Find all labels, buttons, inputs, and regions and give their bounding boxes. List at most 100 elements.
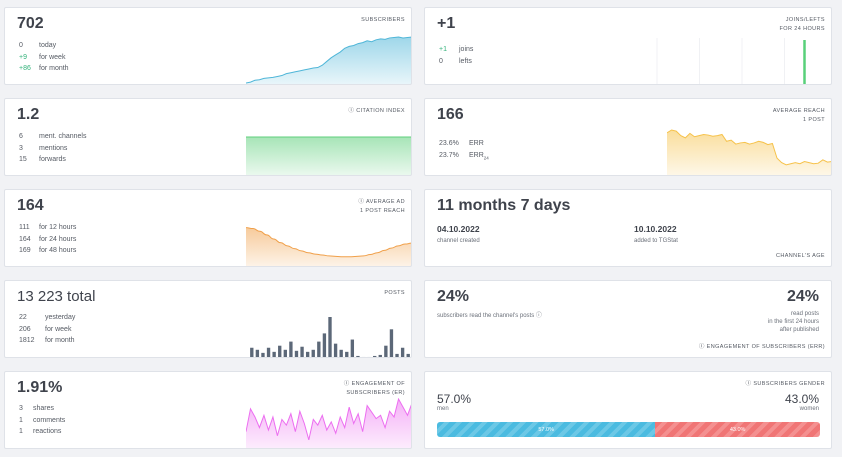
subscribers-chart[interactable]	[246, 36, 412, 85]
posts-bar[interactable]	[373, 355, 377, 358]
err-footer: ⓘ ENGAGEMENT OF SUBSCRIBERS (ERR)	[698, 344, 825, 350]
added-date: 10.10.2022	[634, 224, 677, 234]
posts-bar[interactable]	[395, 353, 399, 358]
info-icon[interactable]: ⓘ	[358, 199, 365, 205]
gender-tag: ⓘ SUBSCRIBERS GENDER	[745, 381, 825, 387]
posts-bar[interactable]	[378, 354, 382, 358]
posts-chart[interactable]	[249, 311, 411, 358]
average-reach-value: 166	[437, 106, 464, 123]
stat-err24: 23.7% ERR24	[439, 151, 489, 160]
stat-month: 1812 for month	[19, 337, 75, 345]
posts-bar[interactable]	[272, 351, 276, 358]
posts-bar[interactable]	[250, 347, 254, 358]
stat-month: +86 for month	[19, 65, 69, 73]
women-value: 43.0%	[784, 392, 819, 406]
er-tag: ⓘ ENGAGEMENT OF SUBSCRIBERS (ER)	[343, 381, 405, 396]
chart-line	[246, 227, 411, 258]
subscribers-count: 702	[17, 15, 44, 32]
posts-bar[interactable]	[350, 339, 355, 358]
added-block: 10.10.2022 added to TGStat	[634, 224, 678, 244]
men-label: men	[437, 406, 449, 412]
posts-bar[interactable]	[328, 317, 332, 358]
subscribers-card[interactable]: 702 SUBSCRIBERS 0 today +9 for week +86 for…	[4, 7, 412, 85]
subscribers-stats: 0 today +9 for week +86 for month	[19, 40, 69, 75]
posts-bar[interactable]	[361, 356, 366, 358]
stat-24h: 164 for 24 hours	[19, 235, 77, 243]
stat-12h: 111 for 12 hours	[19, 224, 77, 231]
er-card[interactable]: 1.91% ⓘ ENGAGEMENT OF SUBSCRIBERS (ER) 3s…	[4, 371, 412, 449]
info-icon[interactable]: ⓘ	[535, 313, 542, 319]
joins-chart[interactable]	[647, 38, 827, 85]
posts-card[interactable]: 13 223 total POSTS 22 yesterday 206 for we…	[4, 280, 412, 358]
info-icon[interactable]: ⓘ	[698, 344, 705, 350]
created-block: 04.10.2022 channel created	[437, 224, 480, 244]
info-icon[interactable]: ⓘ	[348, 108, 355, 114]
reach-card[interactable]: 166 AVERAGE REACH 1 POST 23.6% ERR 23.7% ER…	[424, 98, 832, 176]
citation-index-value: 1.2	[17, 106, 40, 123]
chart-area	[246, 227, 411, 266]
stat-lefts: 0 lefts	[439, 57, 472, 65]
joins-bar[interactable]	[803, 40, 806, 85]
posts-bar[interactable]	[300, 346, 304, 358]
ad-reach-value: 164	[17, 197, 44, 214]
ad-reach-card[interactable]: 164 ⓘ AVERAGE AD 1 POST REACH 111 for 12 h…	[4, 189, 412, 267]
posts-bar[interactable]	[389, 329, 394, 358]
women-bar[interactable]: 43.0%	[655, 422, 820, 437]
chart-line	[246, 398, 411, 440]
men-value: 57.0%	[437, 392, 472, 406]
joins-tag: JOINS/LEFTS FOR 24 HOURS	[779, 17, 825, 32]
posts-bar[interactable]	[261, 352, 265, 358]
citation-chart[interactable]	[246, 135, 412, 176]
posts-bar[interactable]	[322, 333, 327, 358]
ad-reach-chart[interactable]	[246, 222, 412, 267]
err-right-label: read posts in the first 24 hours after pub…	[767, 311, 819, 333]
men-bar[interactable]: 57.0%	[437, 422, 656, 437]
created-date: 04.10.2022	[437, 224, 480, 234]
posts-bar[interactable]	[345, 351, 349, 358]
err-stats: 23.6% ERR 23.7% ERR24	[439, 138, 489, 164]
citation-card[interactable]: 1.2 ⓘ CITATION INDEX 6 ment. channels 3 me…	[4, 98, 412, 176]
posts-bar[interactable]	[356, 355, 360, 358]
joins-card[interactable]: +1 JOINS/LEFTS FOR 24 HOURS +1 joins 0 left…	[424, 7, 832, 85]
err-card[interactable]: 24% subscribers read the channel's posts…	[424, 280, 832, 358]
info-icon[interactable]: ⓘ	[343, 381, 350, 387]
citation-tag: ⓘ CITATION INDEX	[348, 108, 405, 114]
channel-age-card[interactable]: 11 months 7 days 04.10.2022 channel crea…	[424, 189, 832, 267]
err-right-value: 24%	[786, 288, 819, 305]
stat-comments: 1 comments	[19, 416, 66, 424]
stat-forwards: 15 forwards	[19, 156, 66, 164]
posts-bar[interactable]	[305, 351, 310, 358]
gender-bar[interactable]: 57.0% 43.0%	[437, 422, 820, 437]
posts-stats: 22 yesterday 206 for week 1812 for month	[19, 312, 75, 347]
stat-yesterday: 22 yesterday	[19, 314, 76, 321]
created-label: channel created	[437, 238, 480, 244]
channel-age-footer: CHANNEL'S AGE	[775, 253, 825, 259]
posts-bar[interactable]	[255, 349, 260, 358]
err-left-label: subscribers read the channel's posts ⓘ	[437, 313, 542, 319]
posts-bar[interactable]	[289, 341, 293, 358]
stat-reactions: 1 reactions	[19, 428, 62, 436]
posts-bar[interactable]	[266, 347, 271, 358]
info-icon[interactable]: ⓘ	[745, 381, 752, 387]
posts-bar[interactable]	[294, 350, 299, 358]
posts-bar[interactable]	[367, 356, 371, 358]
chart-area	[667, 130, 831, 175]
posts-bar[interactable]	[339, 349, 343, 358]
er-stats: 3 shares 1 comments 1 reactions	[19, 403, 65, 438]
posts-bar[interactable]	[317, 341, 321, 358]
stat-joins: +1 joins	[439, 46, 474, 53]
posts-bar[interactable]	[333, 343, 338, 358]
stat-48h: 169 for 48 hours	[19, 247, 77, 255]
stat-week: +9 for week	[19, 53, 66, 61]
posts-bar[interactable]	[406, 353, 410, 358]
posts-bar[interactable]	[278, 345, 282, 358]
posts-bar[interactable]	[400, 347, 405, 358]
posts-bar[interactable]	[311, 349, 315, 358]
posts-total: 13 223 total	[17, 288, 96, 305]
gender-card[interactable]: ⓘ SUBSCRIBERS GENDER 57.0% men 43.0% wom…	[424, 371, 832, 449]
reach-chart[interactable]	[667, 129, 832, 176]
posts-bar[interactable]	[283, 349, 287, 358]
posts-bar[interactable]	[384, 345, 388, 358]
er-chart[interactable]	[246, 398, 412, 449]
reach-tag: AVERAGE REACH 1 POST	[772, 108, 825, 123]
